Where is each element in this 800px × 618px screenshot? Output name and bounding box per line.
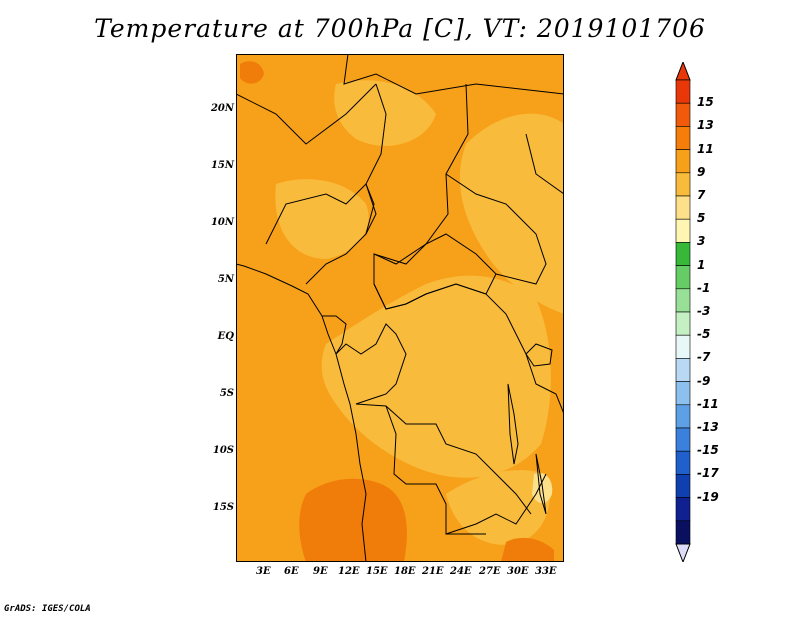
colorbar-swatch: [675, 381, 691, 406]
field-light-central: [321, 275, 551, 478]
border-sudan-chad: [373, 83, 469, 265]
colorbar-swatch: [675, 358, 691, 382]
colorbar-swatch: [675, 404, 691, 429]
lake-malawi: [535, 453, 547, 515]
field-light-west: [275, 179, 369, 259]
border-niger-chad: [365, 83, 387, 235]
colorbar-swatch: [675, 265, 691, 290]
colorbar-swatch: [675, 218, 691, 243]
border-zambia: [445, 473, 547, 535]
colorbar-swatch: [675, 79, 691, 104]
border-south-sudan: [445, 173, 547, 285]
colorbar-label: 15: [697, 95, 714, 110]
colorbar-label: 1: [697, 257, 706, 272]
lon-label: 12E: [338, 566, 360, 577]
boundaries: [236, 54, 564, 562]
colorbar-swatch: [675, 497, 691, 522]
border-tanzania: [525, 353, 564, 415]
colorbar-swatch: [675, 242, 691, 266]
colorbar-swatch: [675, 288, 691, 313]
lat-labels: 20N 15N 10N 5N EQ 5S 10S 15S: [196, 54, 234, 562]
colorbar-label: 13: [697, 118, 714, 133]
colorbar-swatch: [675, 126, 691, 150]
colorbar-label: 11: [697, 141, 714, 156]
lat-label: 10N: [210, 217, 234, 228]
colorbar-label: -11: [697, 396, 719, 411]
colorbar-swatch: [675, 427, 691, 452]
colorbar-label: -5: [697, 327, 711, 342]
colorbar-label: 3: [697, 234, 706, 249]
colorbar-label: -9: [697, 373, 711, 388]
lon-label: 15E: [366, 566, 388, 577]
colorbar-swatch: [675, 474, 691, 498]
colorbar-swatch: [675, 334, 691, 359]
colorbar-label: 7: [697, 188, 706, 202]
lon-label: 9E: [313, 566, 328, 577]
lon-label: 30E: [507, 566, 529, 577]
colorbar-label: -15: [697, 443, 719, 458]
colorbar-label: -7: [697, 350, 711, 365]
colorbar-swatch: [675, 311, 691, 336]
field-light-north: [334, 80, 436, 146]
colorbar: [675, 62, 691, 562]
credit-text: GrADS: IGES/COLA: [4, 604, 91, 614]
border-ethiopia: [525, 133, 564, 195]
colorbar-swatch: [675, 149, 691, 174]
colorbar-label: 9: [697, 164, 706, 179]
colorbar-label: -19: [697, 489, 719, 504]
lon-label: 3E: [256, 566, 271, 577]
colorbar-label: -13: [697, 420, 719, 434]
lat-label: 5S: [219, 388, 234, 399]
border-mali-niger: [236, 83, 377, 145]
map-frame: [236, 54, 564, 562]
field-dark-nw: [240, 61, 264, 84]
border-angola: [385, 405, 486, 535]
lon-label: 33E: [535, 566, 557, 577]
lon-label: 21E: [422, 566, 444, 577]
lat-label: 10S: [212, 445, 234, 456]
border-drc-south: [355, 403, 532, 515]
colorbar-labels: 15 13 11 9 7 5 3 1 -1 -3 -5 -7 -9 -11 -13 -15 -17 -19: [693, 62, 753, 562]
colorbar-label: 5: [697, 211, 706, 226]
field-dark-south-east: [501, 537, 554, 562]
border-nigeria: [265, 183, 375, 285]
lat-label: 20N: [210, 103, 234, 114]
lake-victoria: [525, 343, 553, 367]
field-dark-south: [299, 478, 407, 562]
border-algeria-libya: [343, 54, 564, 95]
lon-label: 18E: [394, 566, 416, 577]
colorbar-label: -1: [697, 280, 711, 295]
lat-label: 5N: [217, 274, 234, 285]
lon-labels: 3E 6E 9E 12E 15E 18E 21E 24E 27E 30E 33E: [236, 566, 564, 580]
colorbar-swatch: [675, 172, 691, 197]
colorbar-swatch: [675, 102, 691, 127]
colorbar-label: -3: [697, 304, 711, 318]
temperature-map: [236, 54, 564, 562]
lon-label: 6E: [284, 566, 299, 577]
colorbar-swatch: [675, 195, 691, 220]
lake-tanganyika: [507, 383, 519, 465]
lon-label: 27E: [479, 566, 501, 577]
border-drc-north: [373, 283, 527, 355]
colorbar-label: -17: [697, 466, 719, 481]
lon-label: 24E: [450, 566, 472, 577]
colorbar-swatch: [675, 520, 691, 545]
lat-label: 15N: [210, 160, 234, 171]
field-light-southeast: [446, 470, 550, 545]
colorbar-over-triangle: [675, 62, 691, 81]
border-drc-west: [335, 323, 407, 405]
field-light-east: [459, 113, 564, 314]
lat-label: 15S: [212, 502, 234, 513]
lat-label: EQ: [217, 331, 234, 342]
border-gabon-congo: [322, 315, 347, 355]
colorbar-under-triangle: [675, 543, 691, 562]
colorbar-swatch: [675, 450, 691, 475]
chart-title: Temperature at 700hPa [C], VT: 201910170…: [94, 14, 706, 43]
